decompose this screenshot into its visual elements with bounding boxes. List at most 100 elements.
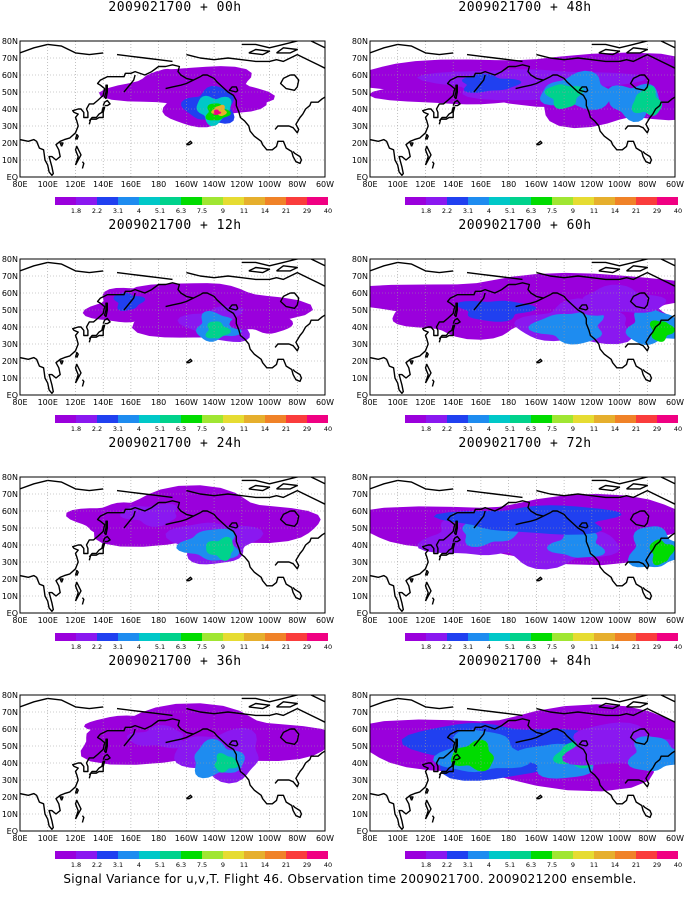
lat-label: EQ	[7, 391, 18, 400]
colorbar-label: 3.1	[113, 643, 123, 651]
coastline	[626, 483, 648, 490]
lon-label: 160E	[471, 398, 491, 407]
colorbar-swatch	[55, 415, 76, 423]
lon-label: 140W	[202, 180, 225, 189]
coastline	[626, 265, 648, 272]
colorbar-label: 11	[590, 643, 598, 651]
coastline	[629, 74, 650, 91]
coastline	[452, 535, 461, 543]
coastline	[186, 707, 325, 723]
lat-label: 20N	[352, 793, 368, 802]
lon-label: 180	[151, 834, 166, 843]
coastline	[185, 358, 193, 364]
lon-label: 60W	[666, 616, 684, 625]
colorbar-label: 1.8	[421, 861, 431, 869]
colorbar-label: 5.1	[155, 425, 165, 433]
lat-label: EQ	[7, 609, 18, 618]
colorbar-label: 3.1	[463, 861, 473, 869]
coastline	[241, 695, 298, 703]
colorbar-label: 5.1	[155, 207, 165, 215]
variance-contour	[631, 85, 663, 116]
lon-label: 140E	[93, 834, 113, 843]
coastline	[279, 292, 300, 309]
lon-label: 160W	[175, 398, 198, 407]
colorbar-label: 21	[632, 643, 640, 651]
colorbar-swatch	[636, 197, 657, 205]
colorbar-swatch	[552, 197, 573, 205]
lat-label: 10N	[352, 156, 368, 165]
lat-label: EQ	[357, 173, 368, 182]
coastline	[535, 576, 543, 582]
coastline	[74, 363, 82, 384]
colorbar-label: 14	[611, 207, 619, 215]
lon-label: 140W	[552, 398, 575, 407]
colorbar-label: 11	[590, 861, 598, 869]
lat-label: EQ	[7, 827, 18, 836]
colorbar-swatch	[510, 415, 531, 423]
colorbar-swatch	[223, 415, 244, 423]
colorbar-label: 4	[487, 207, 491, 215]
lon-label: 120E	[415, 180, 435, 189]
colorbar-label: 2.2	[442, 207, 452, 215]
colorbar-swatch	[657, 197, 678, 205]
colorbar-label: 5.1	[155, 643, 165, 651]
lon-label: 80E	[362, 398, 377, 407]
variance-contour	[152, 68, 185, 83]
lat-label: 30N	[2, 122, 18, 131]
lat-label: 70N	[2, 708, 18, 717]
colorbar-swatch	[615, 415, 636, 423]
coastline	[578, 304, 589, 311]
coastline	[123, 74, 136, 93]
colorbar-label: 40	[324, 207, 332, 215]
colorbar-label: 1.8	[421, 425, 431, 433]
colorbar-label: 40	[674, 425, 682, 433]
coastline	[123, 510, 136, 529]
colorbar-label: 11	[240, 643, 248, 651]
lon-label: 100W	[608, 834, 631, 843]
colorbar-label: 6.3	[176, 425, 186, 433]
lon-label: 80E	[362, 616, 377, 625]
coastline	[102, 317, 111, 325]
coastline	[20, 718, 303, 830]
coastline	[241, 477, 298, 485]
lon-label: 180	[151, 180, 166, 189]
colorbar-label: 21	[282, 861, 290, 869]
coastline	[515, 733, 544, 744]
lat-label: 10N	[2, 374, 18, 383]
coastline	[123, 292, 136, 311]
colorbar-swatch	[181, 851, 202, 859]
colorbar-swatch	[657, 415, 678, 423]
coastline	[629, 510, 650, 527]
lon-label: 160E	[471, 616, 491, 625]
coastline	[274, 314, 325, 352]
lat-label: 50N	[2, 306, 18, 315]
coastline	[276, 701, 298, 708]
map-plot: EQ 10N 20N 30N 40N 50N 60N 70N 80N 80E 100E 120E 140…	[2, 255, 334, 433]
lat-label: 80N	[2, 37, 18, 46]
colorbar-label: 11	[590, 425, 598, 433]
lon-label: 80E	[12, 180, 27, 189]
lon-label: 120E	[65, 616, 85, 625]
colorbar-label: 4	[137, 643, 141, 651]
lon-label: 80E	[362, 834, 377, 843]
coastline	[660, 259, 675, 267]
coastline	[370, 479, 398, 490]
coastline	[453, 520, 458, 536]
coastline	[629, 292, 650, 309]
colorbar-swatch	[202, 415, 223, 423]
coastline	[47, 261, 104, 274]
coastline	[20, 479, 48, 490]
coastline	[74, 133, 79, 140]
lat-label: 40N	[352, 105, 368, 114]
colorbar-label: 29	[653, 425, 661, 433]
colorbar-swatch	[447, 851, 468, 859]
colorbar-swatch	[531, 851, 552, 859]
lat-label: 50N	[352, 88, 368, 97]
coastline	[310, 695, 325, 703]
colorbar-label: 11	[590, 207, 598, 215]
lon-label: 120W	[580, 616, 603, 625]
colorbar-label: 9	[221, 643, 225, 651]
coastline	[81, 379, 85, 387]
coastline	[74, 581, 82, 602]
colorbar-label: 14	[261, 207, 269, 215]
